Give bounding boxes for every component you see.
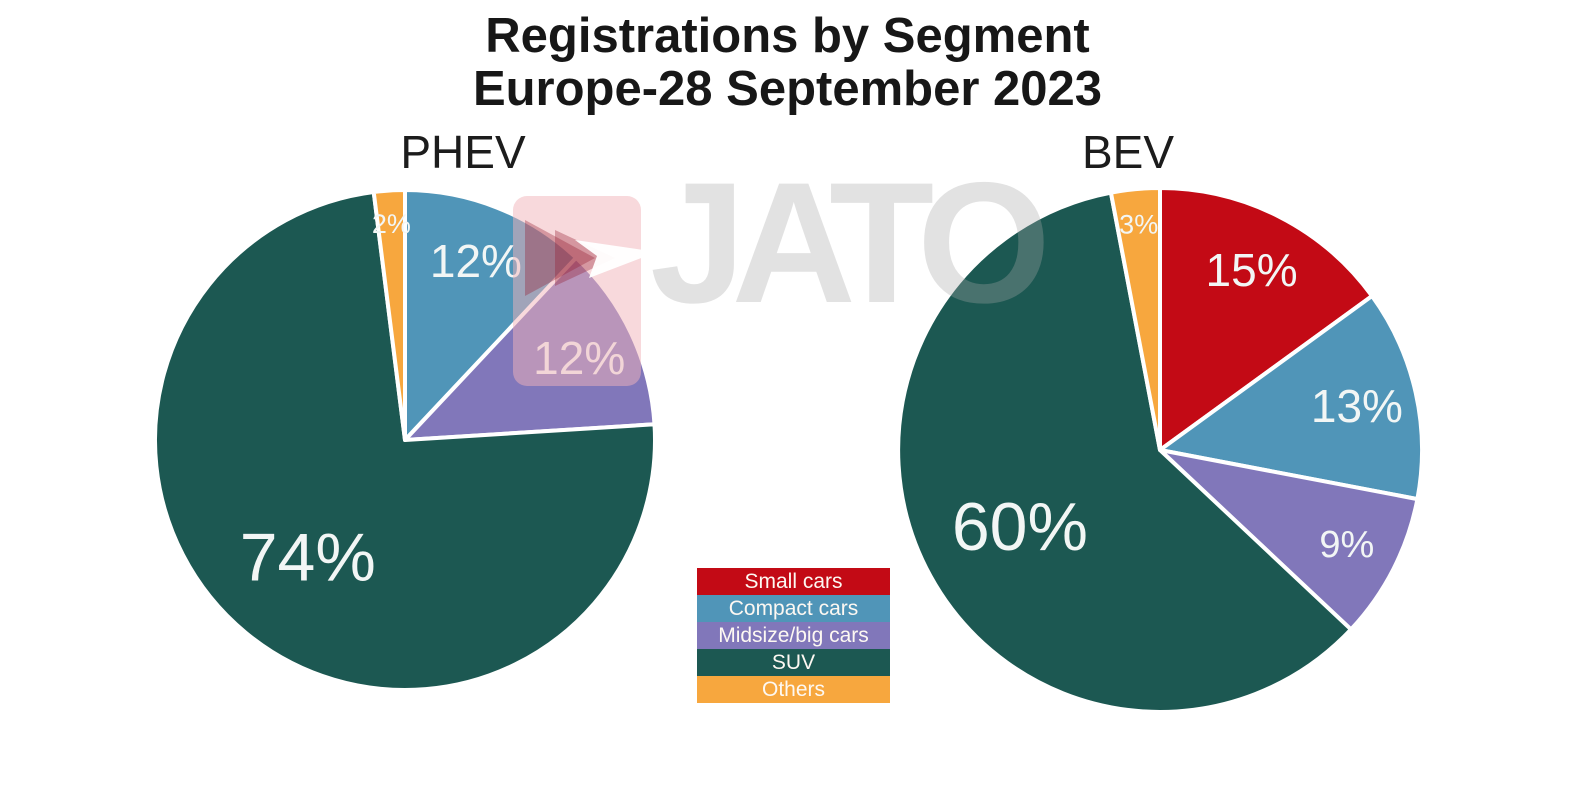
chart-title-line2: Europe-28 September 2023 bbox=[472, 62, 1103, 116]
chart-title: Registrations by Segment Europe-28 Septe… bbox=[0, 10, 1575, 116]
legend-item-label: Compact cars bbox=[728, 597, 859, 620]
legend-item-others: Others bbox=[697, 676, 890, 703]
bev-label-others: 3% bbox=[1119, 209, 1158, 239]
legend-item-label: Midsize/big cars bbox=[718, 624, 869, 647]
legend-item-suv: SUV bbox=[697, 649, 890, 676]
phev-pie-title: PHEV bbox=[400, 126, 526, 178]
legend-item-label: SUV bbox=[771, 651, 816, 674]
chart-title-line1: Registrations by Segment bbox=[485, 9, 1090, 63]
legend: Small cars Compact cars Midsize/big cars SU… bbox=[697, 568, 890, 703]
legend-item-compact-cars: Compact cars bbox=[697, 595, 890, 622]
bev-label-midsize-big-cars: 9% bbox=[1319, 524, 1374, 566]
legend-item-label: Small cars bbox=[744, 570, 843, 593]
bev-slice-others bbox=[1108, 185, 1162, 452]
phev-label-suv: 74% bbox=[240, 520, 376, 596]
phev-label-compact-cars: 12% bbox=[430, 235, 522, 287]
phev-label-midsize-big-cars: 12% bbox=[533, 332, 625, 384]
bev-label-small-cars: 15% bbox=[1206, 244, 1298, 296]
phev-slice-others bbox=[371, 188, 407, 442]
bev-slice-compact-cars bbox=[1158, 294, 1425, 502]
phev-label-others: 2% bbox=[372, 209, 411, 239]
legend-item-label: Others bbox=[761, 678, 826, 701]
bev-pie-title: BEV bbox=[1081, 126, 1175, 178]
legend-item-small-cars: Small cars bbox=[697, 568, 890, 595]
legend-item-midsize-big-cars: Midsize/big cars bbox=[697, 622, 890, 649]
bev-label-compact-cars: 13% bbox=[1311, 380, 1403, 432]
bev-slice-small-cars bbox=[1158, 186, 1374, 452]
bev-slice-suv bbox=[896, 190, 1353, 714]
bev-slice-midsize-big-cars bbox=[1158, 448, 1420, 632]
bev-label-suv: 60% bbox=[952, 489, 1088, 565]
